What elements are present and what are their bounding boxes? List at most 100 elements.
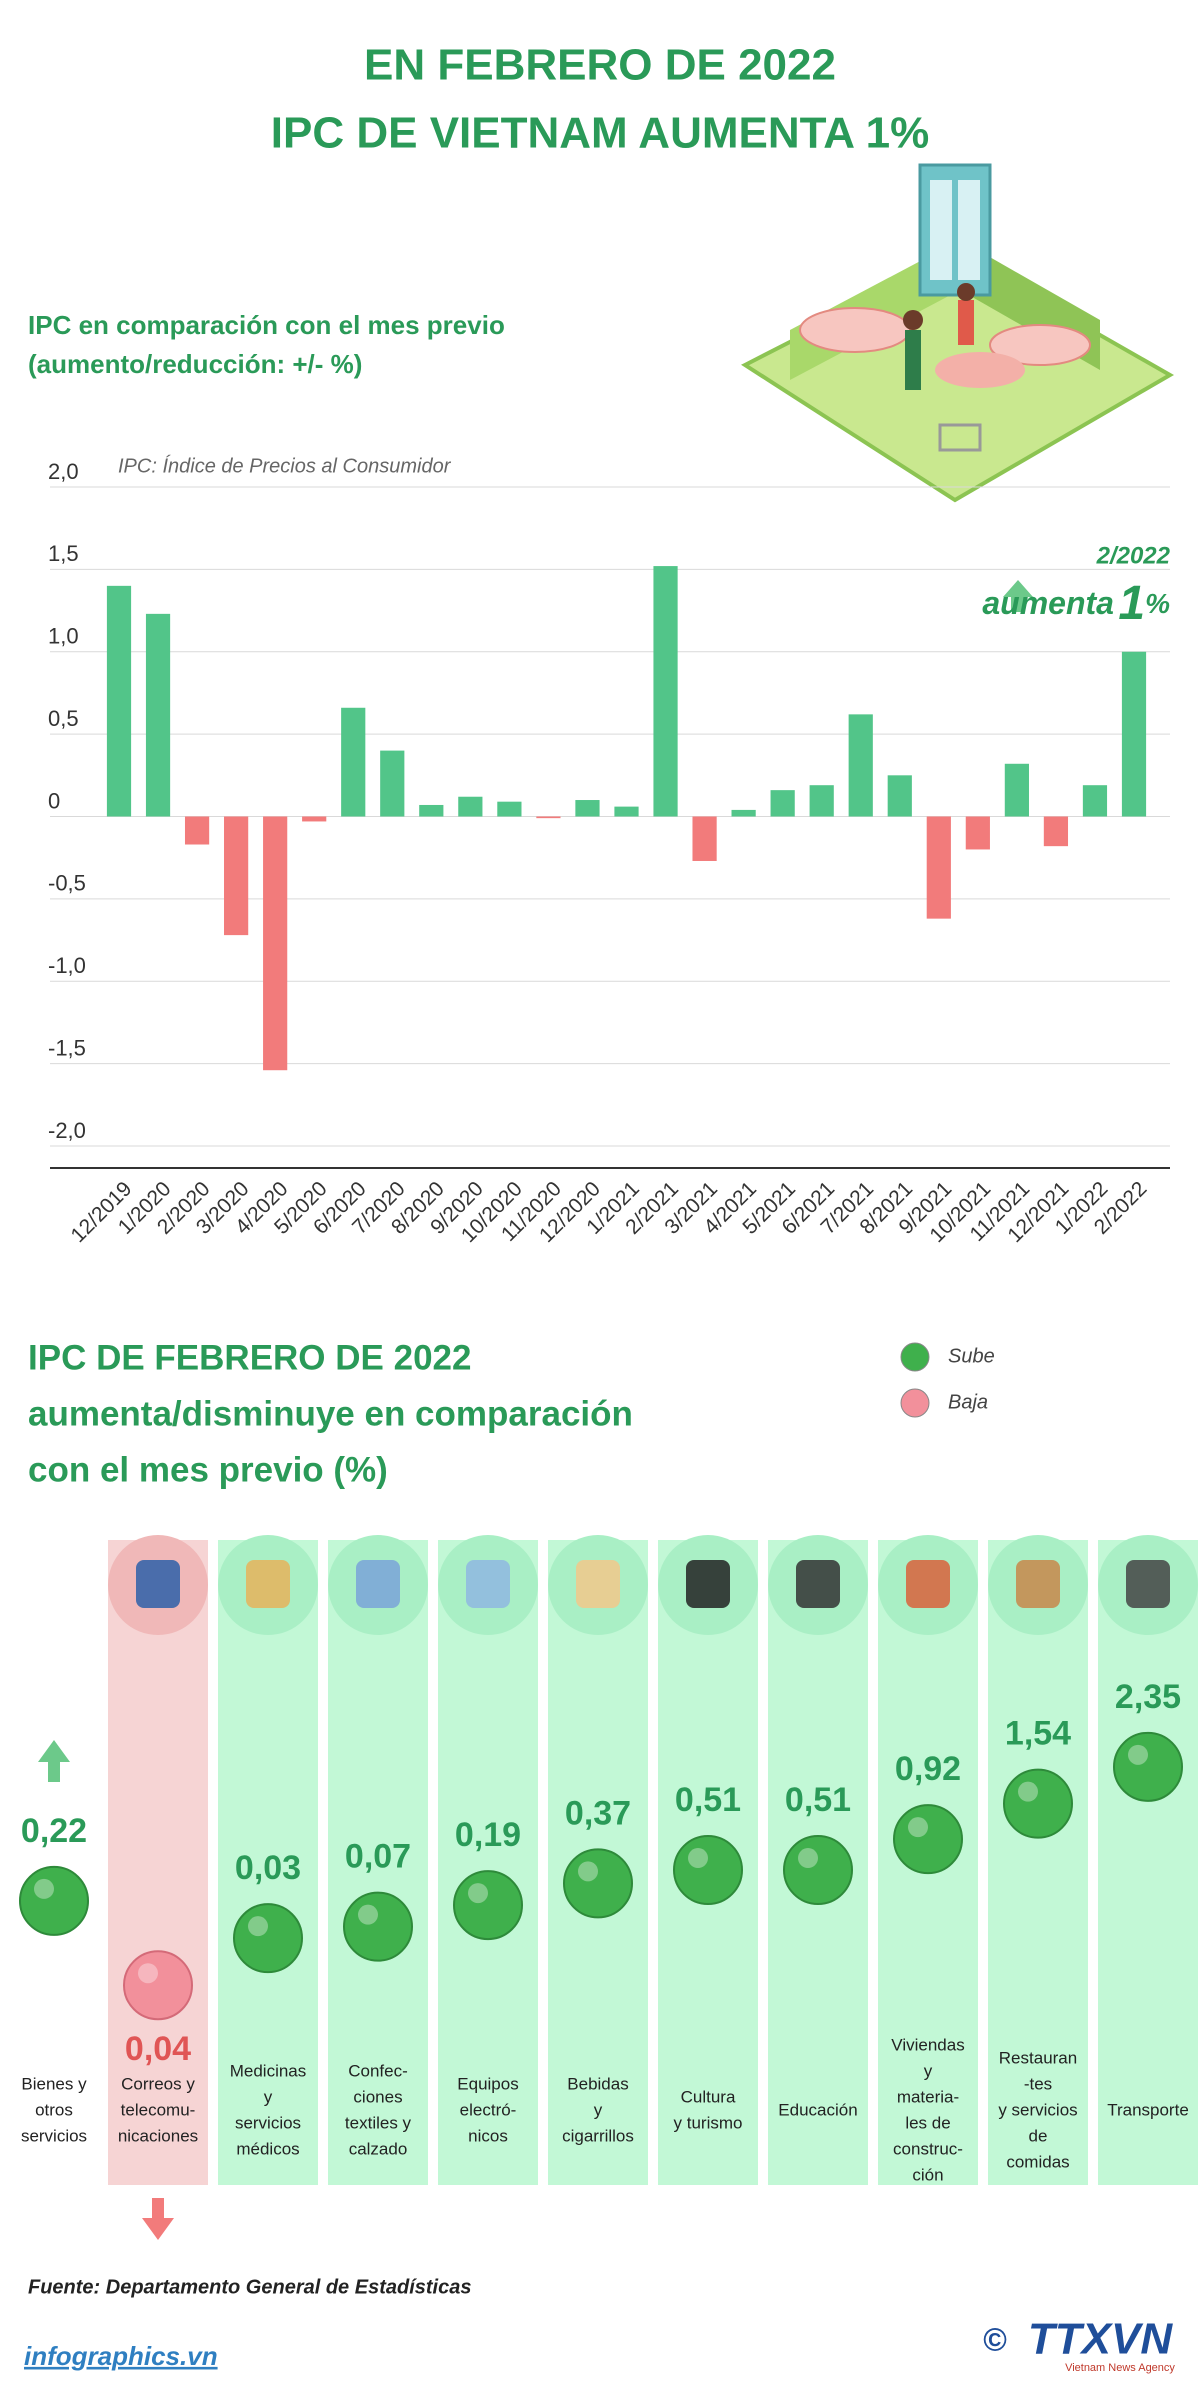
down-arrow	[142, 2198, 174, 2240]
icon	[136, 1560, 180, 1608]
bar	[145, 613, 171, 817]
site-link[interactable]: infographics.vn	[24, 2341, 218, 2371]
y-tick-label: -2,0	[48, 1118, 86, 1143]
bar	[497, 801, 522, 817]
y-tick-label: 2,0	[48, 459, 79, 484]
category-label: Cultura	[681, 2087, 736, 2106]
legend-label: Sube	[948, 1345, 995, 1367]
column-background	[1098, 1540, 1198, 2185]
bar	[575, 800, 600, 817]
annotation-text: aumenta	[982, 585, 1114, 621]
bar	[341, 707, 366, 817]
y-tick-label: -1,0	[48, 953, 86, 978]
category-label: Bebidas	[567, 2074, 628, 2093]
dot-chart: Sube Baja 0,22 Bienes y otros servicios 0,04 Co…	[19, 1342, 1198, 2185]
column-background	[108, 1540, 208, 2185]
dot	[123, 1950, 193, 2021]
bar	[731, 809, 756, 817]
icon	[246, 1560, 290, 1608]
category-label: nicaciones	[118, 2126, 198, 2145]
category-label: de	[1029, 2126, 1048, 2145]
dot-highlight	[578, 1861, 598, 1882]
icon	[796, 1560, 840, 1608]
section-title: aumenta/disminuye en comparación	[28, 1394, 633, 1433]
bar	[692, 816, 717, 861]
section-title: IPC DE FEBRERO DE 2022	[28, 1338, 471, 1377]
bar	[302, 816, 327, 822]
legend-marker	[900, 1342, 930, 1372]
category-label: Equipos	[457, 2074, 518, 2093]
bar	[106, 585, 132, 817]
dot	[343, 1891, 413, 1962]
category-label: textiles y	[345, 2113, 412, 2132]
category-label: materia-	[897, 2087, 959, 2106]
dot	[1003, 1768, 1073, 1839]
category-label: calzado	[349, 2139, 408, 2158]
category-label: ciones	[353, 2087, 402, 2106]
category-label: Medicinas	[230, 2061, 307, 2080]
logo-subtitle: Vietnam News Agency	[1065, 2362, 1175, 2374]
value-label: 0,04	[125, 2030, 191, 2068]
category-label: y servicios	[998, 2100, 1077, 2119]
category-label: Correos y	[121, 2074, 195, 2093]
value-label: 0,92	[895, 1750, 961, 1788]
bar	[263, 816, 288, 1071]
icon	[1016, 1560, 1060, 1608]
icon	[906, 1560, 950, 1608]
bar	[380, 750, 405, 817]
dot	[1113, 1731, 1183, 1802]
dot	[673, 1835, 743, 1906]
category-label: otros	[35, 2100, 73, 2119]
dot	[563, 1848, 633, 1919]
bar	[536, 816, 561, 819]
category-label: les de	[905, 2113, 950, 2132]
title: IPC DE VIETNAM AUMENTA 1%	[271, 109, 929, 158]
category-label: comidas	[1006, 2152, 1069, 2171]
annotation-number: 1	[1118, 577, 1145, 630]
chart-subtitle: IPC en comparación con el mes previo	[28, 310, 505, 340]
icon	[356, 1560, 400, 1608]
column-background	[438, 1540, 538, 2185]
bar	[653, 566, 678, 817]
annotation-unit: %	[1145, 588, 1170, 619]
dot-highlight	[138, 1963, 158, 1984]
dot-highlight	[1018, 1781, 1038, 1802]
column-background	[328, 1540, 428, 2185]
y-tick-label: 0	[48, 788, 60, 813]
category-label: Restauran	[999, 2048, 1077, 2067]
logo: TTXVN	[1028, 2315, 1173, 2364]
y-tick-label: 1,5	[48, 541, 79, 566]
category-label: nicos	[468, 2126, 508, 2145]
title: EN FEBRERO DE 2022	[364, 41, 836, 90]
category-label: y	[924, 2061, 933, 2080]
bar	[419, 804, 444, 817]
icon	[576, 1560, 620, 1608]
dot	[893, 1804, 963, 1875]
source: Fuente: Departamento General de Estadíst…	[28, 2276, 471, 2298]
value-label: 0,37	[565, 1794, 631, 1832]
value-label: 0,51	[785, 1781, 851, 1819]
bar	[887, 775, 912, 817]
value-label: 1,54	[1005, 1715, 1071, 1753]
annotation: aumenta 1%	[982, 577, 1170, 630]
category-label: Transporte	[1107, 2100, 1189, 2119]
category-label: Confec-	[348, 2061, 408, 2080]
y-tick-label: -1,5	[48, 1035, 86, 1060]
chart-subtitle: (aumento/reducción: +/- %)	[28, 349, 362, 379]
chart-note: IPC: Índice de Precios al Consumidor	[118, 454, 452, 477]
icon	[466, 1560, 510, 1608]
category-label: telecomu-	[121, 2100, 196, 2119]
y-tick-label: 0,5	[48, 706, 79, 731]
icon	[686, 1560, 730, 1608]
annotation-date: 2/2022	[1096, 542, 1171, 569]
dot-highlight	[34, 1878, 54, 1899]
section-title: con el mes previo (%)	[28, 1450, 388, 1489]
up-arrow	[38, 1740, 70, 1782]
bar	[458, 796, 483, 817]
category-label: -tes	[1024, 2074, 1052, 2093]
bar	[926, 816, 951, 919]
value-label: 0,22	[21, 1812, 87, 1850]
dot	[453, 1870, 523, 1941]
value-label: 0,51	[675, 1781, 741, 1819]
